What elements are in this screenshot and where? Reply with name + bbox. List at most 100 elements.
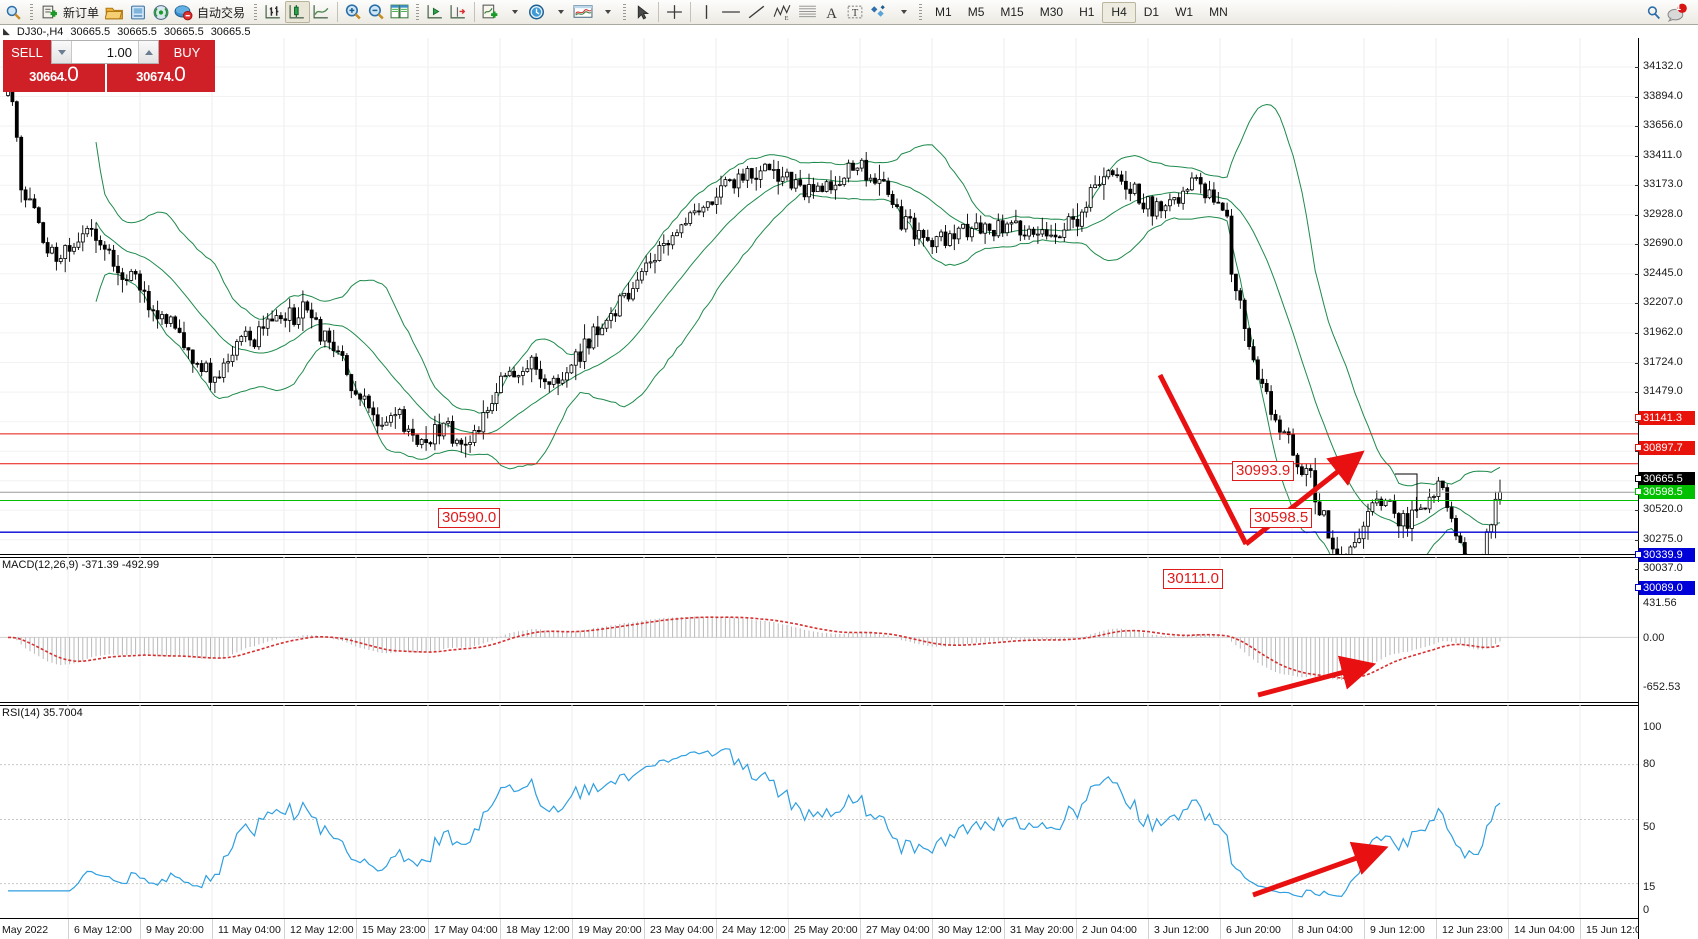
volume-increase-button[interactable]	[138, 41, 158, 63]
toolbar-grip[interactable]	[28, 2, 35, 22]
timeframe-h1[interactable]: H1	[1079, 5, 1095, 19]
rsi-pane[interactable]	[0, 705, 1638, 918]
timeframe-m1[interactable]: M1	[935, 5, 952, 19]
rsi-axis-label: 0	[1643, 904, 1650, 916]
resistance-level-badge-2[interactable]: 30897.7	[1639, 441, 1695, 455]
support-level-badge[interactable]: 30598.5	[1639, 485, 1695, 499]
add-indicator-icon[interactable]	[479, 1, 502, 23]
price-axis-tick	[1635, 421, 1639, 423]
new-order-icon[interactable]	[38, 1, 61, 23]
rsi-chart-svg[interactable]	[0, 705, 1638, 918]
toolbar-grip-3[interactable]	[414, 2, 422, 22]
buy-button[interactable]: BUY	[159, 40, 215, 64]
price-axis-label: 31962.0	[1643, 325, 1683, 338]
period-clock-icon[interactable]	[525, 1, 548, 23]
timeframe-d1[interactable]: D1	[1143, 5, 1160, 19]
vertical-line-icon[interactable]	[695, 1, 718, 23]
buy-price-fraction: 0	[174, 63, 186, 86]
timeframe-h4[interactable]: H4	[1102, 1, 1136, 23]
time-axis-tick	[1436, 919, 1437, 939]
volume-stepper[interactable]: 1.00	[51, 40, 159, 64]
level-handle[interactable]	[1635, 444, 1642, 451]
auto-scroll-icon[interactable]	[447, 1, 470, 23]
level-handle[interactable]	[1635, 414, 1642, 421]
tile-windows-icon[interactable]	[388, 1, 411, 23]
text-icon[interactable]: A	[820, 1, 843, 23]
level-handle[interactable]	[1635, 551, 1642, 558]
cursor-icon[interactable]	[631, 1, 654, 23]
broadcast-icon[interactable]	[149, 1, 172, 23]
alerts-icon[interactable]: 1	[1665, 1, 1690, 23]
price-axis-label: 32445.0	[1643, 266, 1683, 279]
resistance-level-badge[interactable]: 31141.3	[1639, 411, 1695, 425]
pane-separator-2	[0, 702, 1698, 703]
time-axis-label: 12 Jun 23:00	[1442, 924, 1503, 936]
level-handle[interactable]	[1635, 488, 1642, 495]
annotation-30590[interactable]: 30590.0	[438, 508, 501, 528]
macd-pane[interactable]	[0, 557, 1638, 701]
timeframe-m5[interactable]: M5	[967, 5, 985, 19]
sell-price[interactable]: 30664 . 0	[3, 64, 107, 92]
timeframe-mn[interactable]: MN	[1209, 5, 1228, 19]
blue-level-badge[interactable]: 30339.9	[1639, 548, 1695, 562]
annotation-30111[interactable]: 30111.0	[1163, 569, 1223, 589]
price-axis-tick	[1635, 214, 1639, 216]
chevron-down-icon-2[interactable]	[548, 1, 571, 23]
buy-price[interactable]: 30674 . 0	[107, 64, 215, 92]
candlestick-chart-icon[interactable]	[285, 1, 311, 23]
toolbar-grip-2[interactable]	[252, 2, 260, 22]
annotation-30993[interactable]: 30993.9	[1232, 461, 1295, 481]
folder-icon[interactable]	[103, 1, 126, 23]
price-axis-label: 30275.0	[1643, 532, 1683, 545]
time-axis-label: 3 Jun 12:00	[1154, 924, 1209, 936]
price-chart-svg[interactable]	[0, 38, 1638, 555]
blue-level-badge-2[interactable]: 30089.0	[1639, 581, 1695, 595]
volume-decrease-button[interactable]	[52, 41, 72, 63]
price-axis-label: 31724.0	[1643, 355, 1683, 368]
last-price-badge[interactable]: 30665.5	[1639, 472, 1695, 486]
sell-button[interactable]: SELL	[3, 40, 51, 64]
toolbar-grip-5[interactable]	[917, 2, 925, 22]
search-icon[interactable]	[2, 1, 25, 23]
price-pane[interactable]	[0, 38, 1638, 555]
crosshair-icon[interactable]	[663, 1, 686, 23]
shapes-icon[interactable]	[867, 1, 891, 23]
time-axis-label: 12 May 12:00	[290, 924, 354, 936]
chart-area[interactable]: MACD(12,26,9) -371.39 -492.99 RSI(14) 35…	[0, 38, 1698, 939]
toolbar-grip-4[interactable]	[621, 2, 629, 22]
shift-end-icon[interactable]	[424, 1, 447, 23]
price-axis-tick	[1635, 126, 1639, 128]
elliott-wave-icon[interactable]: E	[769, 1, 795, 23]
fibonacci-icon[interactable]	[795, 1, 820, 23]
zoom-in-icon[interactable]	[342, 1, 365, 23]
autotrading-icon[interactable]	[172, 1, 195, 23]
svg-text:T: T	[852, 8, 859, 19]
magnifier-icon[interactable]	[1642, 1, 1665, 23]
line-chart-icon[interactable]	[310, 1, 333, 23]
time-axis-tick	[68, 919, 69, 939]
horizontal-line-icon[interactable]	[718, 1, 744, 23]
sell-price-dot: .	[63, 70, 68, 84]
trendline-icon[interactable]	[744, 1, 769, 23]
chevron-down-icon-3[interactable]	[595, 1, 618, 23]
templates-icon[interactable]	[126, 1, 149, 23]
level-handle[interactable]	[1635, 584, 1642, 591]
timeframe-m30[interactable]: M30	[1039, 5, 1064, 19]
volume-value[interactable]: 1.00	[106, 44, 132, 60]
chevron-down-icon[interactable]	[502, 1, 525, 23]
new-order-label[interactable]: 新订单	[63, 5, 100, 20]
charts-template-icon[interactable]	[571, 1, 595, 23]
text-label-icon[interactable]: T	[843, 1, 867, 23]
price-axis[interactable]: 34132.0 33894.0 33656.0 33411.0 33173.0 32928…	[1635, 38, 1698, 939]
bar-chart-icon[interactable]	[262, 1, 285, 23]
toolbar-separator-4	[690, 2, 692, 22]
level-handle[interactable]	[1635, 475, 1642, 482]
macd-chart-svg[interactable]	[0, 557, 1638, 701]
chevron-down-icon-4[interactable]	[891, 1, 914, 23]
timeframe-w1[interactable]: W1	[1175, 5, 1194, 19]
timeframe-m15[interactable]: M15	[1000, 5, 1024, 19]
annotation-30598[interactable]: 30598.5	[1250, 508, 1313, 528]
collapse-arrow-icon[interactable]: ◣	[3, 26, 10, 36]
auto-trading-label[interactable]: 自动交易	[197, 5, 246, 20]
zoom-out-icon[interactable]	[365, 1, 388, 23]
